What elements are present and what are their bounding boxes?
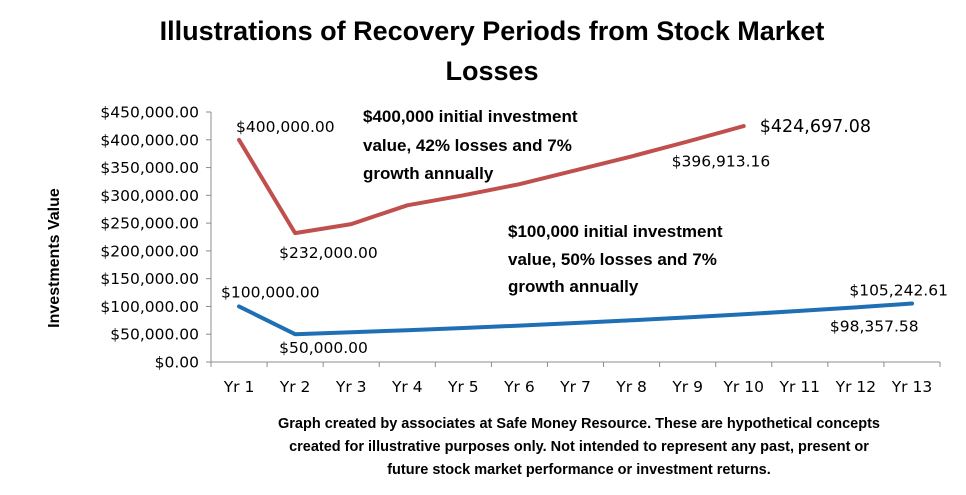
data-label: $100,000.00 [221,283,320,301]
x-tick-label: Yr 9 [671,378,703,396]
red-annotation-line-2: value, 42% losses and 7% [363,136,572,155]
x-tick-label: Yr 11 [779,378,821,396]
footnote: Graph created by associates at Safe Mone… [278,416,880,478]
data-label: $98,357.58 [830,317,919,335]
data-label: $396,913.16 [672,152,771,170]
data-label: $105,242.61 [849,282,948,300]
x-tick-label: Yr 2 [279,378,311,396]
y-tick-label: $50,000.00 [110,326,199,344]
blue-annotation-line-1: $100,000 initial investment [508,222,723,241]
y-tick-label: $450,000.00 [100,104,199,122]
chart-title-line-2: Losses [445,56,538,86]
y-tick-label: $150,000.00 [100,270,199,288]
y-axis-label: Investments Value [46,188,63,328]
y-tick-label: $300,000.00 [100,187,199,205]
x-tick-label: Yr 5 [447,378,479,396]
data-label: $232,000.00 [279,244,378,262]
y-tick-label: $400,000.00 [100,131,199,149]
annotations: $400,000 initial investment value, 42% l… [363,107,723,296]
red-annotation-line-3: growth annually [363,164,494,183]
x-tick-labels: Yr 1 Yr 2 Yr 3 Yr 4 Yr 5 Yr 6 Yr 7 Yr 8 Yr 9 Yr 1… [223,378,932,396]
y-tick-label: $0.00 [155,354,199,372]
x-tick-label: Yr 1 [223,378,255,396]
data-label: $424,697.08 [760,117,871,137]
series-lines [237,124,914,337]
axes [206,111,941,367]
blue-annotation-line-2: value, 50% losses and 7% [508,250,717,269]
x-tick-label: Yr 3 [335,378,367,396]
y-tick-label: $250,000.00 [100,215,199,233]
x-tick-label: Yr 7 [559,378,591,396]
series-line-1 [237,124,746,236]
y-tick-label: $200,000.00 [100,242,199,260]
y-tick-label: $350,000.00 [100,159,199,177]
chart-title-line-1: Illustrations of Recovery Periods from S… [160,16,825,46]
y-tick-labels: $0.00 $50,000.00 $100,000.00 $150,000.00 $20… [100,104,199,372]
x-tick-label: Yr 10 [722,378,764,396]
x-tick-label: Yr 4 [391,378,423,396]
footnote-line-1: Graph created by associates at Safe Mone… [278,416,880,432]
x-tick-label: Yr 12 [835,378,877,396]
red-annotation-line-1: $400,000 initial investment [363,107,578,126]
chart-title: Illustrations of Recovery Periods from S… [160,16,825,86]
blue-annotation-line-3: growth annually [508,277,639,296]
x-tick-label: Yr 8 [615,378,647,396]
footnote-line-3: future stock market performance or inves… [387,462,771,478]
x-tick-label: Yr 13 [891,378,933,396]
footnote-line-2: created for illustrative purposes only. … [289,439,869,455]
x-tick-label: Yr 6 [503,378,535,396]
y-tick-label: $100,000.00 [100,298,199,316]
data-label: $50,000.00 [279,339,368,357]
series-line-2 [237,301,914,337]
data-labels: $400,000.00 $232,000.00 $396,913.16 $424,69… [221,117,948,357]
data-label: $400,000.00 [236,118,335,136]
